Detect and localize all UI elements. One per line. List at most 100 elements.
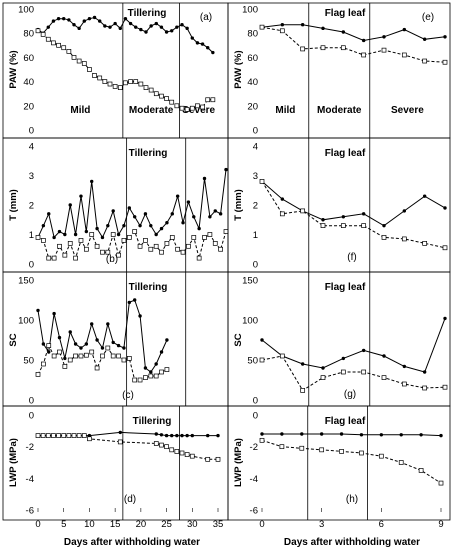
data-point-square <box>340 369 346 375</box>
data-point-square <box>51 433 56 438</box>
data-point-square <box>153 441 159 446</box>
data-point-square <box>51 353 57 359</box>
x-tick-label: 30 <box>187 519 198 530</box>
y-tick-label: 150 <box>242 276 258 287</box>
y-tick-label: 0 <box>29 260 34 271</box>
data-point-square <box>143 238 148 243</box>
panel-title: Tillering <box>129 282 168 293</box>
data-point-dot <box>118 26 122 31</box>
data-point-square <box>123 80 128 86</box>
data-point-dot <box>280 23 285 27</box>
y-axis-label: SC <box>8 333 19 346</box>
data-point-square <box>169 99 175 105</box>
data-point-dot <box>56 16 61 21</box>
data-point-dot <box>116 232 121 237</box>
data-point-dot <box>154 432 158 436</box>
data-point-dot <box>443 35 447 39</box>
data-point-square <box>78 353 84 359</box>
data-point-square <box>100 353 105 359</box>
data-point-square <box>41 361 46 367</box>
data-point-dot <box>170 29 174 33</box>
panel-a: 0 20 40 60 80 100 PAW (%) Mild Moderate Severe Til… <box>2 2 229 139</box>
data-point-dot <box>185 26 189 31</box>
data-point-square <box>148 246 154 252</box>
data-point-dot <box>62 16 66 21</box>
data-point-dot <box>422 194 427 198</box>
x-tick-label: 6 <box>379 519 384 530</box>
data-point-dot <box>127 300 132 305</box>
data-point-square <box>205 456 211 462</box>
data-point-dot <box>52 235 56 240</box>
x-axis-label-left: Days after withholding water <box>64 537 200 548</box>
data-point-square <box>401 381 407 387</box>
data-point-square <box>259 357 265 363</box>
data-point-dot <box>113 21 117 26</box>
data-point-dot <box>341 30 346 34</box>
data-point-square <box>133 79 139 84</box>
data-point-square <box>67 241 73 246</box>
data-point-square <box>191 235 197 240</box>
data-point-square <box>299 445 305 451</box>
panel-frame <box>227 2 451 139</box>
data-point-dot <box>218 212 223 216</box>
data-point-square <box>117 439 123 445</box>
stage-label: Mild <box>70 105 90 116</box>
data-point-dot <box>116 343 121 348</box>
data-point-square <box>51 255 57 261</box>
data-point-square <box>340 45 346 51</box>
data-point-square <box>180 249 186 255</box>
y-tick-label: 0 <box>253 126 258 137</box>
data-point-dot <box>361 212 366 216</box>
data-point-dot <box>123 16 128 21</box>
data-point-square <box>143 85 149 91</box>
data-point-square <box>57 349 62 355</box>
data-point-dot <box>90 322 94 326</box>
data-point-dot <box>319 432 324 436</box>
data-point-dot <box>180 23 184 27</box>
data-point-square <box>184 452 190 457</box>
data-point-square <box>169 235 175 240</box>
data-point-dot <box>208 215 212 219</box>
data-point-dot <box>402 209 407 213</box>
data-point-square <box>94 365 100 371</box>
data-point-dot <box>159 350 164 354</box>
data-point-dot <box>100 235 105 240</box>
data-point-square <box>398 460 404 465</box>
data-point-square <box>81 61 87 66</box>
data-point-square <box>67 357 73 363</box>
panel-letter: (e) <box>422 12 434 23</box>
data-point-square <box>442 245 448 251</box>
data-point-dot <box>84 342 89 346</box>
data-point-square <box>92 73 97 78</box>
data-point-square <box>195 103 200 109</box>
data-point-square <box>319 447 325 453</box>
data-point-dot <box>73 232 78 237</box>
data-point-dot <box>192 215 196 219</box>
data-point-square <box>174 449 180 454</box>
data-point-square <box>175 246 181 252</box>
data-point-dot <box>422 37 427 41</box>
data-point-dot <box>143 212 148 216</box>
panel-letter: (g) <box>344 389 356 400</box>
series-line-control <box>262 433 442 437</box>
panel-frame <box>2 405 229 521</box>
data-point-square <box>300 46 306 52</box>
data-point-square <box>143 375 148 380</box>
data-point-square <box>205 97 211 103</box>
data-point-square <box>76 58 82 64</box>
data-point-square <box>116 252 121 258</box>
panel-letter: (d) <box>124 494 136 505</box>
data-point-square <box>442 384 448 390</box>
data-point-dot <box>170 433 174 438</box>
data-point-dot <box>300 23 305 27</box>
data-point-dot <box>439 433 443 438</box>
data-point-square <box>153 91 159 97</box>
data-point-dot <box>122 346 126 350</box>
data-point-square <box>56 433 61 438</box>
data-point-dot <box>202 176 207 181</box>
data-point-dot <box>382 354 386 358</box>
data-point-dot <box>195 41 200 45</box>
data-point-dot <box>399 433 403 437</box>
y-tick-label: 60 <box>23 53 34 64</box>
